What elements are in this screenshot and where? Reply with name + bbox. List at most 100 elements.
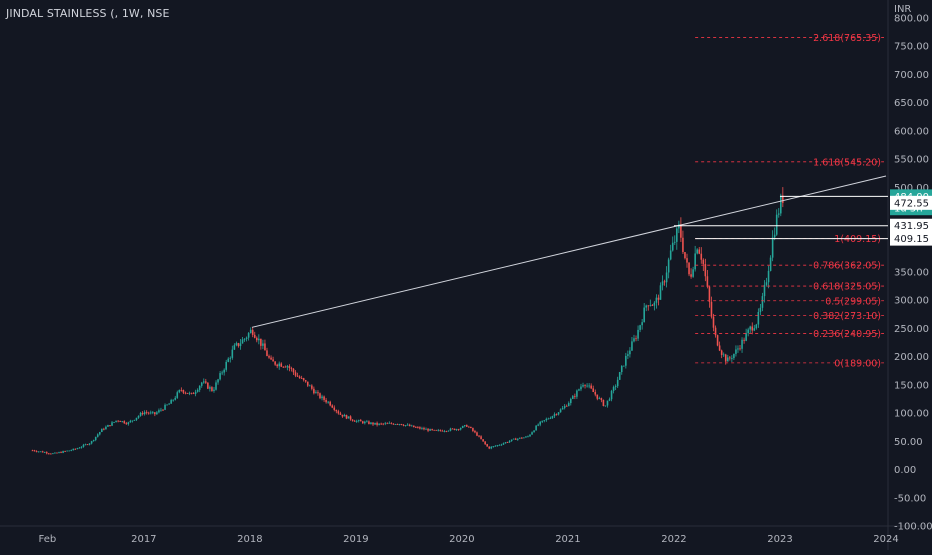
candle-body	[394, 424, 397, 425]
candle-body	[237, 343, 240, 347]
candle-body	[229, 357, 232, 359]
candle-body	[96, 434, 99, 437]
candle-body	[70, 450, 73, 451]
x-tick-label: 2020	[449, 534, 474, 545]
candle-body	[306, 381, 309, 386]
candle-body	[243, 338, 246, 340]
candle-body	[176, 392, 179, 398]
candle-body	[54, 452, 56, 454]
candle-body	[300, 378, 303, 379]
candle-body	[156, 412, 158, 415]
candle-body	[739, 348, 741, 350]
candle-body	[235, 343, 238, 346]
candle-body	[496, 445, 499, 446]
candle-body	[612, 387, 615, 391]
candle-body	[565, 405, 568, 407]
y-tick-label: 500.00	[894, 183, 929, 194]
candle-body	[480, 436, 482, 440]
candle-body	[415, 427, 417, 428]
candle-body	[490, 446, 493, 449]
candle-body	[439, 430, 442, 431]
candle-body	[706, 276, 709, 287]
candle-body	[720, 350, 723, 355]
candle-body	[227, 358, 230, 362]
candle-body	[468, 426, 470, 428]
candle-body	[747, 329, 749, 334]
candle-body	[292, 368, 295, 373]
candle-body	[255, 337, 258, 341]
candle-body	[771, 237, 774, 258]
candle-body	[427, 428, 429, 431]
candle-body	[174, 397, 177, 400]
candle-body	[372, 422, 374, 425]
candle-body	[516, 438, 519, 440]
candle-body	[125, 423, 128, 425]
candle-body	[196, 389, 199, 392]
candle-body	[290, 367, 293, 369]
candle-body	[149, 412, 152, 414]
candle-body	[673, 241, 676, 243]
candle-body	[729, 357, 731, 359]
candle-body	[641, 322, 643, 326]
candle-body	[376, 422, 378, 425]
candle-body	[514, 438, 517, 440]
candle-body	[109, 425, 111, 426]
candle-body	[94, 436, 97, 441]
candle-body	[270, 357, 272, 360]
candle-body	[502, 443, 505, 445]
candle-body	[419, 427, 421, 429]
candle-body	[639, 325, 641, 330]
candle-body	[72, 448, 75, 451]
candle-body	[649, 305, 652, 307]
candle-body	[317, 392, 319, 394]
candle-body	[767, 270, 770, 283]
candle-body	[315, 392, 317, 394]
candle-body	[504, 442, 507, 444]
y-tick-label: -100.00	[894, 522, 932, 533]
candle-body	[64, 451, 66, 452]
y-tick-label: 50.00	[894, 437, 923, 448]
candle-body	[492, 446, 495, 448]
candle-body	[351, 419, 354, 421]
candle-body	[68, 450, 71, 452]
candle-body	[547, 418, 550, 420]
candle-body	[98, 432, 101, 435]
candle-body	[33, 450, 36, 452]
candle-body	[584, 385, 586, 386]
candle-body	[661, 281, 664, 286]
candle-body	[765, 282, 768, 285]
candle-body	[349, 416, 352, 420]
candle-body	[294, 372, 297, 376]
candle-body	[382, 423, 385, 425]
candle-body	[716, 335, 719, 346]
candle-body	[463, 425, 466, 427]
candle-body	[37, 451, 40, 453]
y-tick-label: 200.00	[894, 352, 929, 363]
candle-body	[541, 420, 544, 422]
candle-body	[453, 428, 456, 431]
candle-body	[262, 343, 264, 346]
candle-body	[678, 224, 680, 229]
candle-body	[631, 341, 633, 351]
candle-body	[574, 396, 576, 397]
candle-body	[272, 359, 274, 362]
candle-body	[737, 348, 739, 350]
candle-body	[592, 388, 595, 393]
candle-body	[219, 373, 221, 380]
candle-body	[66, 450, 68, 452]
candle-body	[241, 339, 244, 344]
price-tag-label: 409.15	[894, 234, 929, 245]
y-tick-label: 800.00	[894, 14, 929, 25]
candle-body	[311, 385, 313, 389]
candle-body	[429, 429, 431, 431]
candle-body	[113, 421, 115, 423]
candle-body	[620, 365, 623, 373]
candle-body	[590, 385, 592, 389]
y-tick-label: 100.00	[894, 409, 929, 420]
candle-body	[604, 405, 607, 407]
candle-body	[671, 242, 674, 251]
candle-body	[543, 420, 546, 421]
candle-body	[400, 424, 403, 425]
